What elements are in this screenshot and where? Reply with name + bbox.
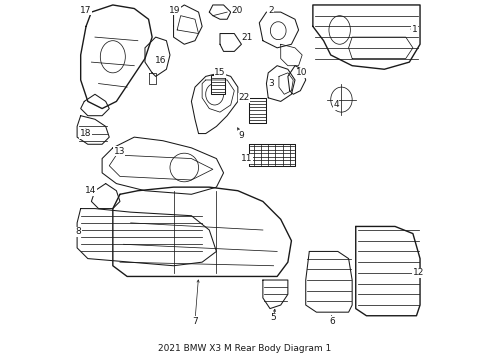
Text: 6: 6 <box>330 316 335 325</box>
Text: 1: 1 <box>412 26 417 35</box>
Text: 2021 BMW X3 M Rear Body Diagram 1: 2021 BMW X3 M Rear Body Diagram 1 <box>158 344 332 353</box>
Text: 7: 7 <box>192 316 198 325</box>
Text: 14: 14 <box>85 186 97 195</box>
Text: 3: 3 <box>268 79 274 88</box>
Text: 2: 2 <box>268 6 273 15</box>
Text: 8: 8 <box>75 227 81 236</box>
Text: 16: 16 <box>155 56 167 65</box>
Text: 18: 18 <box>79 129 91 138</box>
Bar <box>211 75 225 94</box>
Text: 9: 9 <box>239 131 245 140</box>
Text: 4: 4 <box>333 100 339 109</box>
Text: 11: 11 <box>242 154 253 163</box>
Text: 20: 20 <box>231 6 243 15</box>
Text: 12: 12 <box>413 268 424 277</box>
Text: 21: 21 <box>241 33 252 42</box>
Text: 22: 22 <box>238 93 249 102</box>
Text: 17: 17 <box>79 6 91 15</box>
Text: 13: 13 <box>114 147 125 156</box>
Text: 15: 15 <box>214 68 226 77</box>
Text: 19: 19 <box>169 6 180 15</box>
Text: 5: 5 <box>270 313 276 322</box>
Text: 10: 10 <box>296 68 308 77</box>
